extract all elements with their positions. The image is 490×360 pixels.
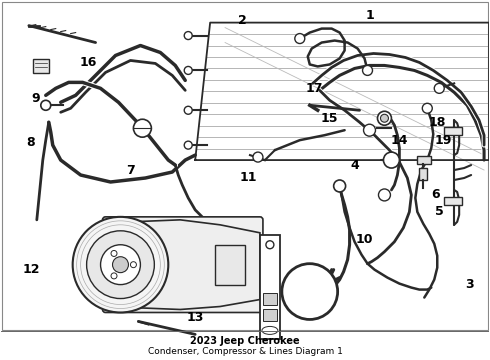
Text: 12: 12 xyxy=(22,263,40,276)
Text: 16: 16 xyxy=(80,56,98,69)
Circle shape xyxy=(184,106,192,114)
Text: 18: 18 xyxy=(429,116,446,129)
Text: 13: 13 xyxy=(187,311,204,324)
Circle shape xyxy=(253,152,263,162)
Circle shape xyxy=(111,251,117,256)
Circle shape xyxy=(41,100,51,110)
Circle shape xyxy=(380,114,389,122)
Text: 19: 19 xyxy=(435,134,452,147)
Circle shape xyxy=(434,84,444,93)
Ellipse shape xyxy=(262,327,278,334)
Text: 2: 2 xyxy=(238,14,246,27)
Text: Condenser, Compressor & Lines Diagram 1: Condenser, Compressor & Lines Diagram 1 xyxy=(147,347,343,356)
Circle shape xyxy=(111,273,117,279)
Circle shape xyxy=(364,124,375,136)
Bar xyxy=(417,156,431,164)
Text: 10: 10 xyxy=(356,233,373,246)
Circle shape xyxy=(295,33,305,44)
Text: 7: 7 xyxy=(126,163,135,176)
Circle shape xyxy=(73,217,168,312)
Circle shape xyxy=(184,67,192,75)
Circle shape xyxy=(282,264,338,319)
Bar xyxy=(444,197,462,205)
Bar xyxy=(263,310,277,321)
Polygon shape xyxy=(105,220,260,310)
Circle shape xyxy=(378,189,391,201)
Circle shape xyxy=(100,245,141,285)
Text: 9: 9 xyxy=(31,92,40,105)
Text: 14: 14 xyxy=(391,134,408,147)
Circle shape xyxy=(266,241,274,249)
Text: 2023 Jeep Cherokee: 2023 Jeep Cherokee xyxy=(190,336,300,346)
Circle shape xyxy=(184,141,192,149)
Text: 1: 1 xyxy=(365,9,374,22)
Text: 17: 17 xyxy=(306,82,323,95)
Bar xyxy=(33,59,49,73)
Text: 4: 4 xyxy=(350,158,359,172)
Circle shape xyxy=(334,180,345,192)
Bar xyxy=(419,168,427,180)
Bar xyxy=(263,293,277,305)
Circle shape xyxy=(384,152,399,168)
Text: 3: 3 xyxy=(465,278,473,291)
Bar xyxy=(444,127,462,135)
Bar xyxy=(215,245,245,285)
Text: 8: 8 xyxy=(26,136,35,149)
Text: 11: 11 xyxy=(239,171,257,184)
Text: 15: 15 xyxy=(321,112,339,125)
Circle shape xyxy=(87,231,154,298)
Text: 6: 6 xyxy=(431,188,440,202)
Circle shape xyxy=(133,119,151,137)
Circle shape xyxy=(184,32,192,40)
FancyBboxPatch shape xyxy=(102,217,263,312)
Circle shape xyxy=(377,111,392,125)
Circle shape xyxy=(363,66,372,75)
Circle shape xyxy=(130,262,136,268)
Circle shape xyxy=(113,257,128,273)
Circle shape xyxy=(422,103,432,113)
Bar xyxy=(260,235,280,339)
Text: 5: 5 xyxy=(435,205,443,219)
